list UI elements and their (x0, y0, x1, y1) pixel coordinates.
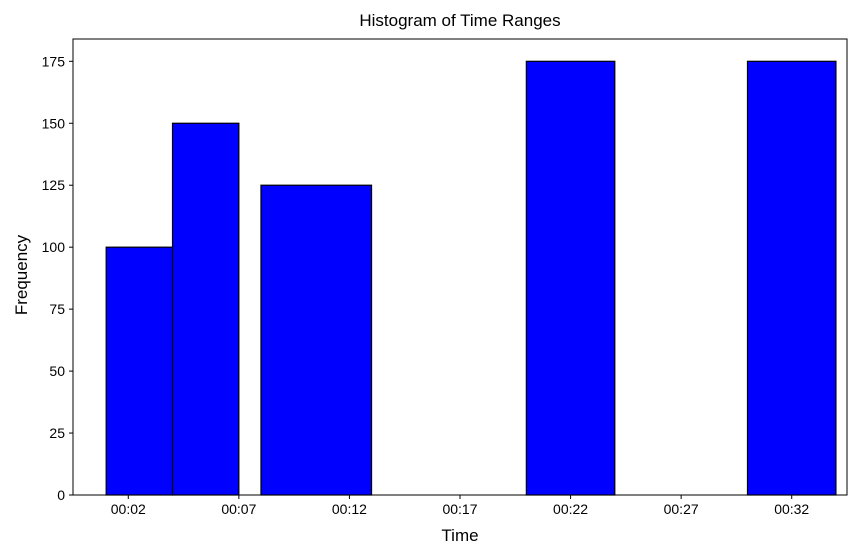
y-tick-label-6: 125 (42, 177, 66, 193)
chart-title: Histogram of Time Ranges (359, 11, 560, 30)
y-ticks-layer: 0 25 50 75 100 125 150 175 (42, 53, 73, 503)
y-tick-label-3: 50 (49, 363, 65, 379)
histogram-bar-1 (105, 246, 174, 496)
y-tick-label-1: 0 (57, 487, 65, 503)
plot-frame (72, 38, 848, 496)
y-tick-label-5: 100 (42, 239, 66, 255)
x-tick-label-2: 00:07 (221, 501, 256, 517)
y-axis-label: Frequency (12, 234, 31, 315)
x-tick-label-4: 00:17 (442, 501, 477, 517)
y-tick-label-2: 25 (49, 425, 65, 441)
y-tick-label-8: 175 (42, 53, 66, 69)
y-tick-label-7: 150 (42, 115, 66, 131)
x-tick-label-5: 00:22 (553, 501, 588, 517)
histogram-bar-4 (525, 60, 616, 496)
bars-layer (105, 60, 837, 496)
x-axis-label: Time (441, 526, 478, 545)
histogram-bar-5 (746, 60, 837, 496)
x-tick-label-1: 00:02 (111, 501, 146, 517)
x-ticks-layer: 00:02 00:07 00:12 00:17 00:22 00:27 00:32 (111, 495, 809, 517)
y-tick-label-4: 75 (49, 301, 65, 317)
histogram-bar-2 (171, 122, 240, 496)
x-tick-label-6: 00:27 (664, 501, 699, 517)
x-tick-label-3: 00:12 (332, 501, 367, 517)
x-tick-label-7: 00:32 (774, 501, 809, 517)
histogram-bar-3 (260, 184, 373, 496)
